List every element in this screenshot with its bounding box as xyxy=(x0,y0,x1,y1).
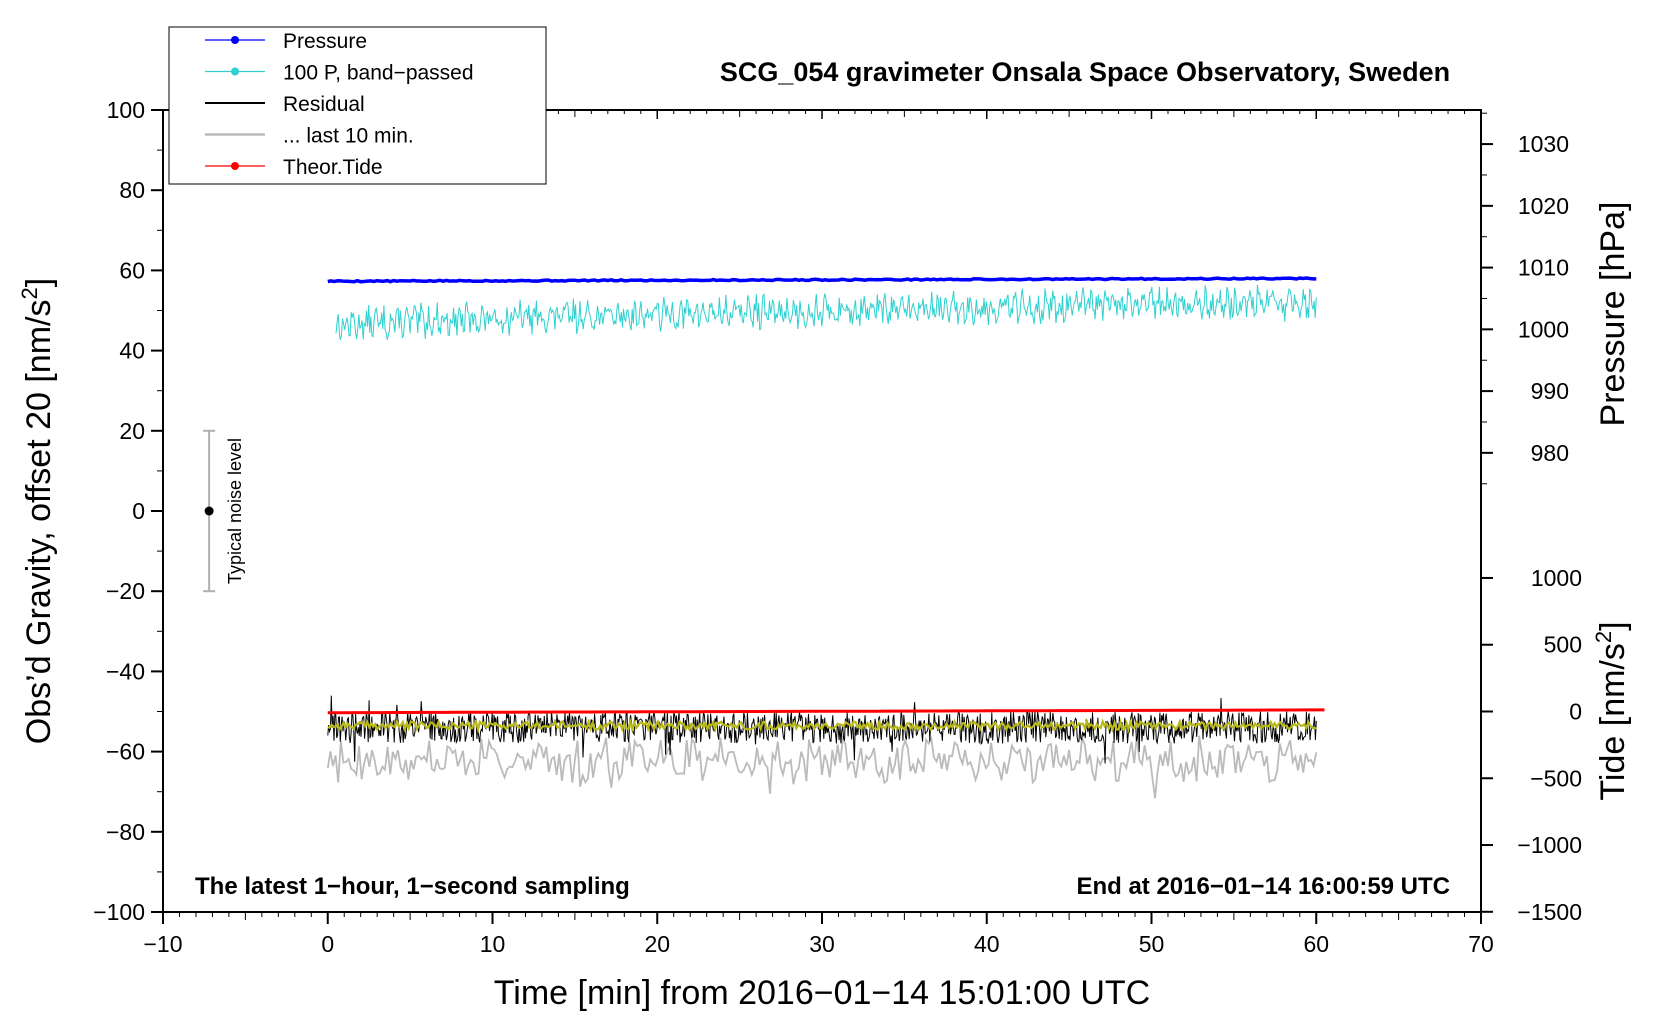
y-axis-title-gravity-end: ] xyxy=(20,278,58,287)
x-tick-label: 50 xyxy=(1139,931,1165,957)
series-residual-smoothed xyxy=(327,717,1317,734)
y-tick-label: −80 xyxy=(106,819,145,845)
tide-tick-label: 0 xyxy=(1569,699,1582,725)
y-axis-title-tide-end: ] xyxy=(1594,621,1632,630)
series-pressure xyxy=(327,276,1317,284)
legend-label: ... last 10 min. xyxy=(283,125,414,148)
y-tick-label: 0 xyxy=(132,498,145,524)
series-residual xyxy=(327,695,1317,764)
y-tick-label: −40 xyxy=(106,658,145,684)
pressure-tick-label: 980 xyxy=(1531,440,1569,466)
y-tick-label: 80 xyxy=(119,177,145,203)
legend-label: 100 P, band−passed xyxy=(283,62,474,85)
y-tick-label: −20 xyxy=(106,578,145,604)
tide-tick-label: −1500 xyxy=(1517,899,1582,925)
tide-tick-label: −500 xyxy=(1530,765,1582,791)
series-pressure-bandpassed xyxy=(335,284,1317,341)
x-tick-label: 70 xyxy=(1468,931,1494,957)
legend-box xyxy=(168,26,547,185)
y-tick-label: −60 xyxy=(106,739,145,765)
y-axis-title-gravity-sup: 2 xyxy=(17,287,42,299)
y-tick-label: 40 xyxy=(119,338,145,364)
series-layer xyxy=(326,276,1325,799)
y-tick-label: 20 xyxy=(119,418,145,444)
x-tick-label: 0 xyxy=(321,931,334,957)
noise-level-marker: Typical noise level xyxy=(203,429,245,593)
pressure-tick-label: 1030 xyxy=(1518,131,1569,157)
legend-marker xyxy=(231,162,239,170)
legend: Pressure 100 P, band−passed Residual ... la… xyxy=(168,26,547,185)
pressure-tick-label: 1000 xyxy=(1518,316,1569,342)
legend-label: Residual xyxy=(283,93,365,116)
x-tick-label: −10 xyxy=(143,931,182,957)
series-theor-tide xyxy=(327,708,1325,715)
y-axis-title-gravity-main: Obs’d Gravity, offset 20 [nm/s xyxy=(20,300,58,745)
y-axis-title-pressure: Pressure [hPa] xyxy=(1594,202,1632,427)
legend-label: Theor.Tide xyxy=(283,156,383,179)
x-axis-title: Time [min] from 2016−01−14 15:01:00 UTC xyxy=(494,974,1150,1012)
end-time-note: End at 2016−01−14 16:00:59 UTC xyxy=(1076,873,1450,900)
y-tick-label: 60 xyxy=(119,257,145,283)
legend-label: Pressure xyxy=(283,30,367,53)
legend-marker xyxy=(231,67,239,76)
y-axis-title-tide-main: Tide [nm/s xyxy=(1594,643,1632,800)
legend-marker xyxy=(231,36,239,44)
chart-title: SCG_054 gravimeter Onsala Space Observat… xyxy=(720,57,1450,87)
pressure-tick-label: 1010 xyxy=(1518,255,1569,281)
y-tick-label: −100 xyxy=(93,899,145,925)
tide-tick-label: 500 xyxy=(1544,632,1582,658)
sampling-note: The latest 1−hour, 1−second sampling xyxy=(195,873,630,900)
series-last-10-min xyxy=(326,734,1318,799)
y-axis-title-tide: Tide [nm/s2] xyxy=(1591,621,1632,800)
tide-tick-label: 1000 xyxy=(1531,565,1582,591)
x-tick-label: 30 xyxy=(809,931,835,957)
pressure-tick-label: 1020 xyxy=(1518,193,1569,219)
y-tick-label: 100 xyxy=(107,97,145,123)
y-axis-gravity: 100 80 60 40 20 0 −20 −40 −60 −80 −100 xyxy=(93,97,163,925)
x-tick-label: 60 xyxy=(1303,931,1329,957)
y-axis-pressure: 1030 1020 1010 1000 990 980 xyxy=(1481,112,1569,485)
x-tick-label: 40 xyxy=(974,931,1000,957)
noise-bar-center-dot xyxy=(204,506,214,516)
pressure-tick-label: 990 xyxy=(1531,378,1569,404)
x-tick-label: 10 xyxy=(480,931,506,957)
noise-level-label: Typical noise level xyxy=(225,438,245,584)
x-tick-label: 20 xyxy=(644,931,670,957)
y-axis-title-tide-sup: 2 xyxy=(1591,631,1616,643)
x-axis: −10 0 10 20 30 40 50 60 70 xyxy=(143,110,1494,957)
y-axis-title-gravity: Obs’d Gravity, offset 20 [nm/s2] xyxy=(17,278,58,744)
y-axis-tide: 1000 500 0 −500 −1000 −1500 xyxy=(1481,565,1582,925)
tide-tick-label: −1000 xyxy=(1517,832,1582,858)
